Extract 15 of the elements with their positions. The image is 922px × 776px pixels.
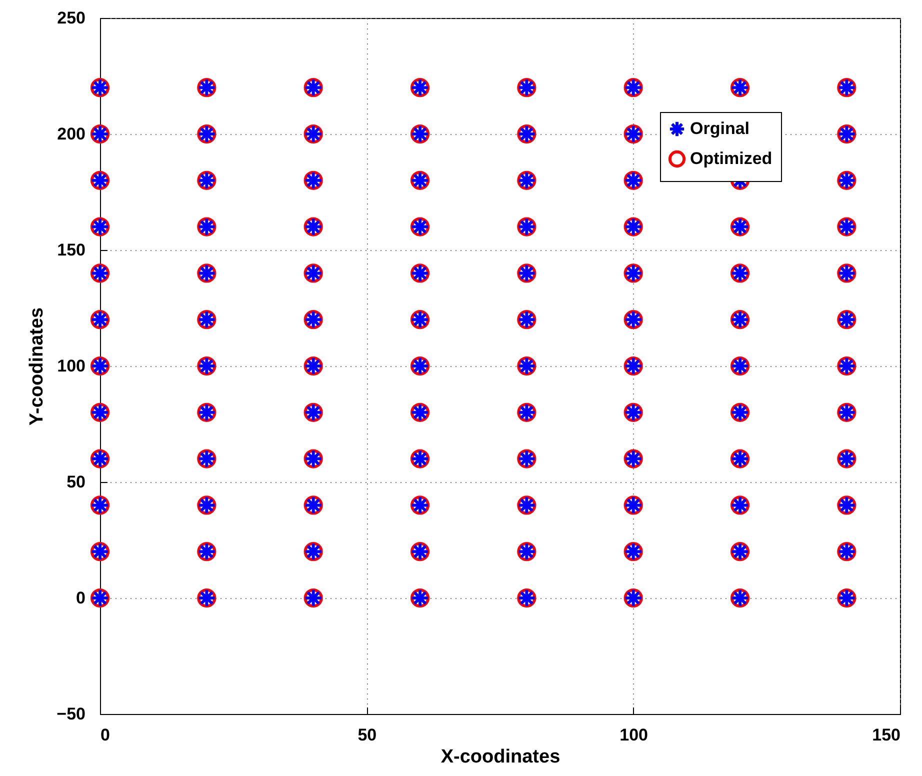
y-tick-label: −50	[56, 704, 86, 724]
legend-label: Orginal	[690, 119, 750, 138]
legend-label: Optimized	[690, 149, 772, 168]
y-tick-label: 50	[66, 472, 86, 492]
x-tick-label: 100	[620, 726, 648, 744]
x-axis-title: X-coodinates	[440, 746, 560, 768]
x-tick-label: 50	[358, 726, 377, 744]
y-tick-label: 200	[57, 124, 86, 144]
y-tick-label: 100	[57, 356, 86, 376]
x-tick-label: 150	[872, 726, 900, 744]
y-axis-title: Y-coodinates	[26, 307, 48, 426]
y-tick-label: 250	[57, 8, 86, 28]
x-tick-label: 0	[100, 726, 110, 744]
y-tick-label: 0	[76, 588, 86, 608]
y-tick-label: 150	[57, 240, 86, 260]
